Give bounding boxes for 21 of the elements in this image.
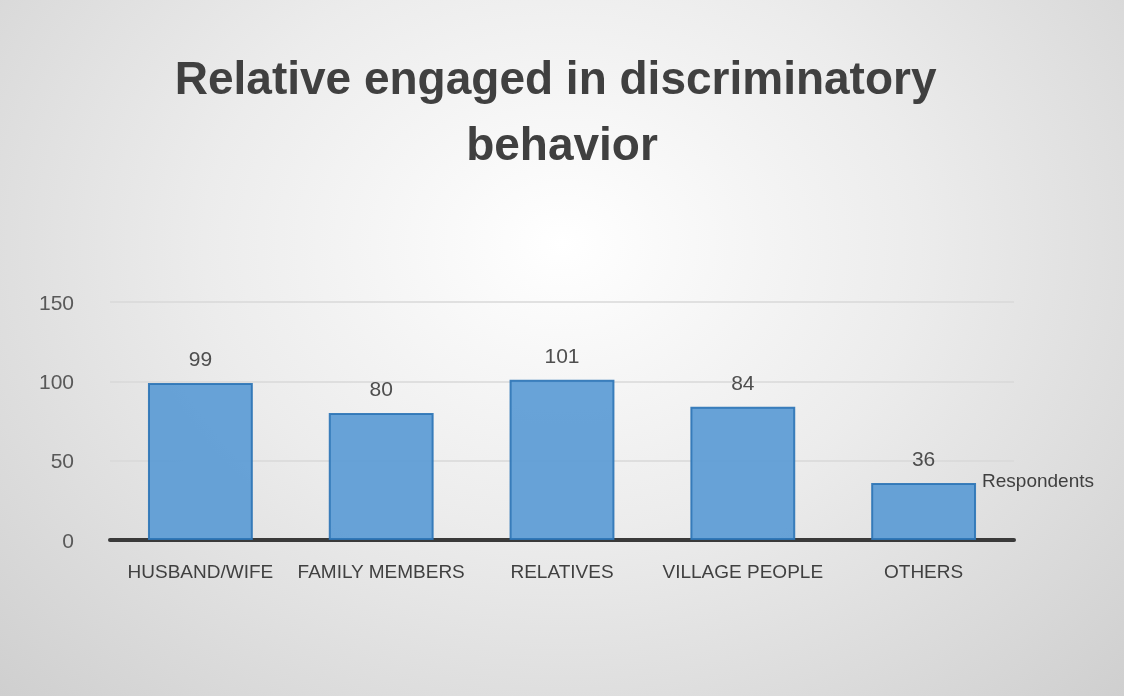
chart-title: Relative engaged in discriminatory behavior [174, 52, 950, 170]
data-label: 84 [731, 370, 755, 394]
x-tick-label: FAMILY MEMBERS [297, 561, 465, 582]
series-label: Respondents [982, 469, 1094, 491]
y-tick-label: 100 [38, 369, 74, 393]
data-label: 80 [369, 377, 393, 401]
bar [147, 382, 253, 540]
x-tick-label: OTHERS [884, 561, 964, 582]
y-tick-label: 0 [62, 528, 74, 552]
bar [509, 379, 615, 540]
x-tick-label: RELATIVES [510, 561, 614, 582]
data-label: 99 [188, 346, 213, 370]
bar [690, 406, 796, 540]
x-tick-label: HUSBAND/WIFE [127, 561, 274, 582]
bar [328, 413, 434, 540]
data-label: 36 [911, 446, 936, 470]
x-tick-label: VILLAGE PEOPLE [662, 561, 824, 582]
bar [871, 482, 977, 540]
data-label: 101 [544, 343, 580, 367]
y-tick-label: 50 [50, 449, 74, 473]
y-tick-label: 150 [38, 290, 74, 314]
